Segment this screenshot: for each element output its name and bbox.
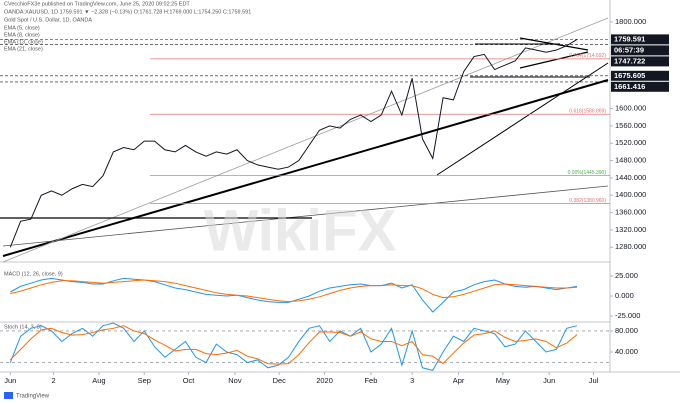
price-tag-label: 06:57:39 bbox=[614, 45, 644, 54]
x-tick-label: Aug bbox=[92, 376, 105, 385]
x-tick-label: Oct bbox=[183, 376, 196, 385]
price-tag-label: 1747.722 bbox=[614, 56, 645, 65]
y-tick-label: 1800.000 bbox=[615, 17, 646, 26]
price-tag bbox=[611, 81, 669, 92]
y-tick-label: -25.000 bbox=[615, 311, 640, 320]
indicator-legend: EMA (5, close) bbox=[4, 25, 40, 31]
symbol-line: OANDA:XAUUSD, 1D 1759.591 ▼ −2.328 (−0.1… bbox=[4, 9, 251, 15]
x-tick-label: 3 bbox=[410, 376, 414, 385]
x-tick-label: Apr bbox=[453, 376, 465, 385]
y-tick-label: 1400.000 bbox=[615, 190, 646, 199]
x-tick-label: Dec bbox=[273, 376, 287, 385]
footer: TradingView bbox=[16, 394, 50, 400]
price-tag-label: 1661.416 bbox=[614, 82, 645, 91]
panel-title: MACD (12, 26, close, 9) bbox=[4, 271, 63, 277]
series-line bbox=[9, 322, 578, 371]
price-tag bbox=[611, 70, 669, 81]
y-tick-label: 1360.000 bbox=[615, 208, 646, 217]
x-tick-label: Jun bbox=[4, 376, 16, 385]
triangle-line bbox=[519, 51, 589, 69]
y-tick-label: 1320.000 bbox=[615, 225, 646, 234]
x-tick-label: Nov bbox=[228, 376, 242, 385]
fib-label: 0.764(1714.692) bbox=[569, 53, 606, 59]
indicator-legend: EMA (8, close) bbox=[4, 32, 40, 38]
price-tag-label: 1675.605 bbox=[614, 71, 645, 80]
y-tick-label: 80.000 bbox=[615, 326, 638, 335]
price-line bbox=[9, 38, 578, 248]
trendline bbox=[2, 185, 609, 247]
y-tick-label: 1600.000 bbox=[615, 104, 646, 113]
fib-label: 0.382(1380.960) bbox=[569, 198, 606, 204]
x-tick-label: Jun bbox=[543, 376, 555, 385]
panel-title: Stoch (14, 3, 3) bbox=[4, 324, 42, 330]
price-tag bbox=[611, 45, 669, 56]
price-tag bbox=[611, 56, 669, 67]
series-line bbox=[10, 279, 578, 303]
indicator-legend: EMA (21, close) bbox=[4, 46, 43, 52]
y-tick-label: 40.000 bbox=[615, 347, 638, 356]
fib-label: 0.00%(1445.390) bbox=[568, 170, 607, 176]
y-tick-label: 1440.000 bbox=[615, 173, 646, 182]
x-tick-label: Jul bbox=[589, 376, 599, 385]
y-tick-label: 1480.000 bbox=[615, 156, 646, 165]
watermark: WikiFX bbox=[204, 198, 397, 263]
price-tag-label: 1759.591 bbox=[614, 34, 645, 43]
trendline bbox=[2, 79, 609, 257]
x-tick-label: Feb bbox=[364, 376, 377, 385]
fib-label: 0.618(1586.869) bbox=[569, 109, 606, 115]
x-tick-label: Sep bbox=[138, 376, 151, 385]
y-tick-label: 25.000 bbox=[615, 271, 638, 280]
trendline bbox=[436, 62, 609, 176]
price-tag bbox=[611, 34, 669, 45]
chart-title: Gold Spot / U.S. Dollar, 1D, OANDA bbox=[4, 17, 92, 23]
y-tick-label: 1560.000 bbox=[615, 121, 646, 130]
header: CVecchioFX3e published on TradingView.co… bbox=[4, 1, 190, 7]
x-tick-label: 2020 bbox=[316, 376, 333, 385]
y-tick-label: 1280.000 bbox=[615, 242, 646, 251]
y-tick-label: 1520.000 bbox=[615, 138, 646, 147]
footer-logo bbox=[4, 392, 13, 399]
x-tick-label: May bbox=[496, 376, 510, 385]
y-tick-label: 0.000 bbox=[615, 291, 634, 300]
indicator-legend: EMA (13, close) bbox=[4, 39, 43, 45]
x-tick-label: 2 bbox=[51, 376, 55, 385]
series-line bbox=[9, 325, 578, 365]
